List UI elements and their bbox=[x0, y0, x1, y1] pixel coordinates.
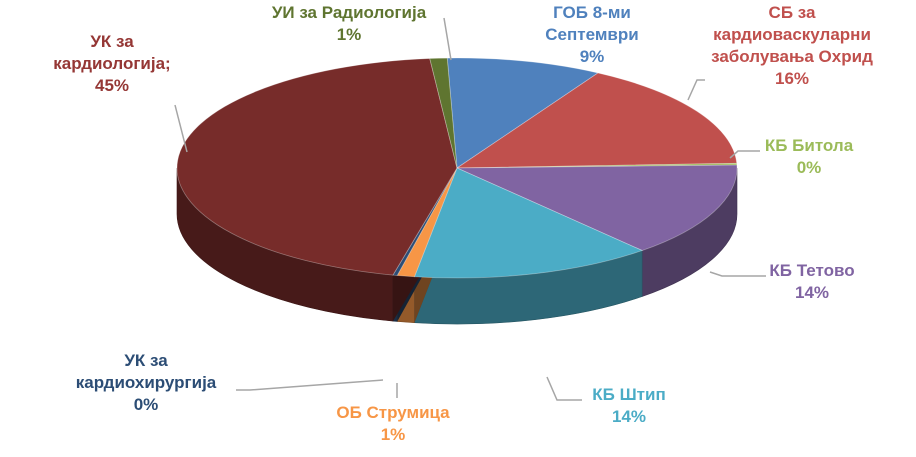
pie-tops bbox=[176, 57, 738, 279]
leader-line-уи-за-радиологи-а bbox=[443, 17, 452, 61]
leader-line-кб-тетово bbox=[709, 271, 766, 277]
percent-label: 14% bbox=[795, 283, 829, 302]
name-label: СБ за bbox=[769, 3, 816, 22]
data-label-кб-тетово: КБ Тетово 14% bbox=[769, 261, 854, 302]
name-label: кардиологија; bbox=[53, 54, 170, 73]
name-label: УИ за Радиологија bbox=[272, 3, 427, 22]
name-label: ОБ Струмица bbox=[336, 403, 450, 422]
percent-label: 1% bbox=[337, 25, 362, 44]
data-label-уи-за-радиологи-а: УИ за Радиологија 1% bbox=[272, 3, 427, 44]
leader-line-ук-за-кардиохирурги-а bbox=[236, 379, 384, 391]
name-label: КБ Битола bbox=[765, 136, 854, 155]
percent-label: 0% bbox=[134, 395, 159, 414]
name-label: КБ Штип bbox=[592, 385, 665, 404]
data-label-ук-за-кардиохирурги-а: УК за кардиохирургија 0% bbox=[76, 351, 217, 414]
pie-slice-ук-за-кардиохирурги-а bbox=[392, 167, 458, 276]
percent-label: 16% bbox=[775, 69, 809, 88]
pie-slice-уи-за-радиологи-а bbox=[429, 57, 458, 169]
pie-slice-гоб-8-ми-септември bbox=[446, 57, 599, 169]
data-label-сб-за-кардиоваскуларни-заболува-а-охрид: СБ за кардиоваскуларни заболувања Охрид 16% bbox=[711, 3, 873, 88]
name-label: УК за bbox=[124, 351, 168, 370]
data-labels: ГОБ 8-ми Септември 9% СБ за кардиоваскуларни… bbox=[53, 3, 873, 444]
pie-slice-сб-за-кардиоваскуларни-заболува-а-охрид bbox=[455, 72, 738, 169]
data-label-об-струмица: ОБ Струмица 1% bbox=[336, 403, 450, 444]
data-label-гоб-8-ми-септември: ГОБ 8-ми Септември 9% bbox=[545, 3, 638, 66]
name-label: КБ Тетово bbox=[769, 261, 854, 280]
percent-label: 1% bbox=[381, 425, 406, 444]
percent-label: 45% bbox=[95, 76, 129, 95]
percent-label: 0% bbox=[797, 158, 822, 177]
data-label-кб-штип: КБ Штип 14% bbox=[592, 385, 665, 426]
pie-slice-об-струмица bbox=[396, 167, 458, 278]
pie-slice-кб-штип bbox=[413, 167, 644, 279]
leader-line-сб-за-кардиоваскуларни-заболува-а-охрид bbox=[687, 79, 705, 101]
percent-label: 14% bbox=[612, 407, 646, 426]
pie-slice-кб-битола bbox=[456, 162, 738, 169]
leader-lines bbox=[174, 17, 766, 401]
name-label: УК за bbox=[90, 32, 134, 51]
name-label: ГОБ 8-ми bbox=[553, 3, 631, 22]
name-label: Септември bbox=[545, 25, 638, 44]
pie-slice-ук-за-кардиологи-а bbox=[176, 58, 458, 276]
name-label: кардиоваскуларни bbox=[713, 25, 871, 44]
name-label: кардиохирургија bbox=[76, 373, 217, 392]
data-label-ук-за-кардиологи-а: УК за кардиологија; 45% bbox=[53, 32, 170, 95]
pie-slice-кб-тетово bbox=[456, 164, 738, 251]
name-label: заболувања Охрид bbox=[711, 47, 873, 66]
leader-line-кб-штип bbox=[546, 376, 582, 401]
percent-label: 9% bbox=[580, 47, 605, 66]
leader-line-кб-битола bbox=[729, 150, 760, 159]
leader-line-ук-за-кардиологи-а bbox=[174, 104, 188, 153]
data-label-кб-битола: КБ Битола 0% bbox=[765, 136, 854, 177]
